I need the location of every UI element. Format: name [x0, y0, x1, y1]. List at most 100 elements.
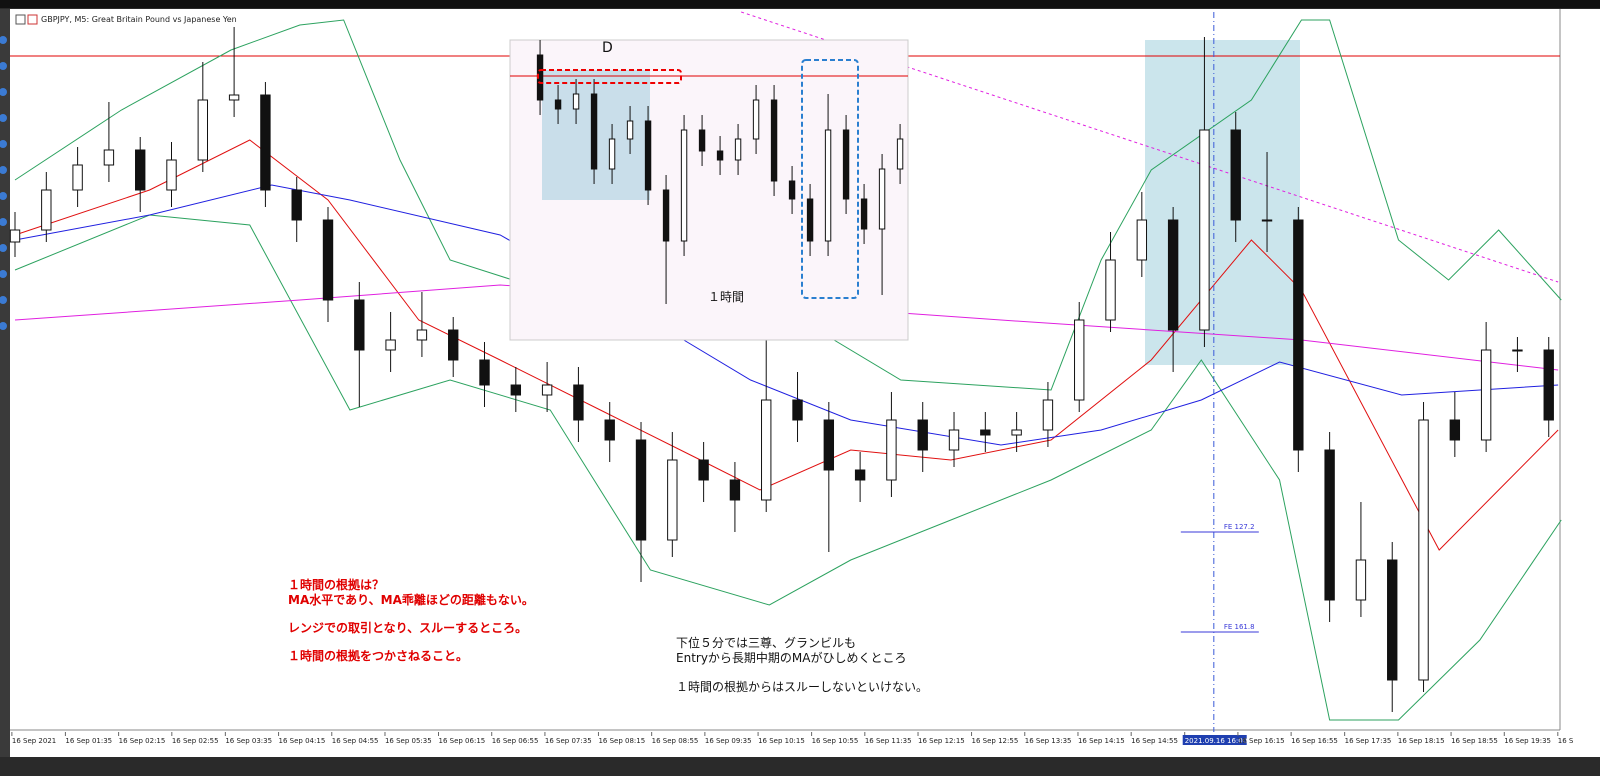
x-tick-label: 16 Sep 2021 [12, 737, 56, 745]
candle-body [1512, 349, 1523, 352]
candle-body [72, 164, 83, 191]
candle-body [823, 419, 835, 471]
x-tick-label: 16 Sep 08:15 [598, 737, 645, 745]
candle-body [197, 99, 209, 161]
note: MA水平であり、MA乖離ほどの距離もない。 [288, 592, 534, 607]
candle-body [729, 479, 741, 501]
candle-body [698, 459, 709, 481]
x-tick-label: 16 Sep 12:15 [918, 737, 965, 745]
x-tick-label: 16 Sep 17:35 [1345, 737, 1392, 745]
note: １時間の根拠は？ [288, 577, 384, 592]
candle-body [448, 329, 459, 361]
inset-caption: １時間 [708, 290, 744, 304]
x-tick-label: 2021.09.16 16:00 [1185, 737, 1247, 745]
candle-body [260, 94, 271, 191]
candle-body [1011, 429, 1022, 436]
candle-body [1261, 219, 1273, 222]
candle-body [948, 429, 960, 451]
candle-body [1230, 129, 1241, 221]
x-tick-label: 16 Sep 14:15 [1078, 737, 1125, 745]
note: Entryから長期中期のMAがひしめくところ [676, 650, 907, 665]
candle-body [103, 149, 115, 166]
note: １時間の根拠からはスルーしないといけない。 [676, 680, 928, 694]
x-tick-label: 16 Sep 01:35 [65, 737, 112, 745]
candle-body [860, 198, 868, 230]
chart-icon [27, 14, 38, 25]
candle-body [41, 189, 52, 231]
candle-body [354, 299, 365, 351]
x-tick-label: 16 Sep 10:55 [812, 737, 859, 745]
x-tick-label: 16 Sep 02:15 [119, 737, 166, 745]
indicator-line [14, 19, 1562, 391]
candle-body [291, 189, 302, 221]
x-tick-label: 16 Sep 04:55 [332, 737, 379, 745]
black-notes: 下位５分では三尊、グランビルも Entryから長期中期のMAがひしめくところ １… [676, 635, 928, 694]
candle-body [416, 329, 428, 341]
candle-body [554, 99, 562, 110]
candle-body [635, 439, 647, 541]
x-tick-label: 16 Sep 11:35 [865, 737, 912, 745]
x-tick-label: 16 Sep 19:35 [1504, 737, 1551, 745]
candle-body [135, 149, 146, 191]
candle-body [322, 219, 334, 301]
note: 下位５分では三尊、グランビルも [676, 635, 856, 650]
candle-body [806, 198, 814, 242]
candle-body [842, 129, 850, 200]
x-tick-label: 16 Sep 08:55 [652, 737, 699, 745]
x-tick-label: 16 Sep 06:55 [492, 737, 539, 745]
candle-body [608, 138, 616, 170]
candle-body [573, 384, 584, 421]
candle-body [734, 138, 742, 161]
note: １時間の根拠をつかさねること。 [288, 648, 468, 663]
plot: FE 127.2 FE 161.8 16 Sep 2021 16 Sep 01:35 1… [9, 11, 1574, 745]
candle-body [590, 93, 598, 170]
candle-body [510, 384, 522, 396]
x-tick-label: 16 Sep 02:55 [172, 737, 219, 745]
fe-label: FE 127.2 [1224, 523, 1255, 531]
candle-body [824, 129, 832, 242]
candle-body [1293, 219, 1304, 451]
candle-body [1387, 559, 1398, 681]
x-tick-label: 16 Sep 16:15 [1238, 737, 1285, 745]
x-tick-label: 16 Sep 03:35 [225, 737, 272, 745]
candle-body [228, 94, 240, 101]
candle-body [1449, 419, 1461, 441]
candle-body [761, 399, 772, 501]
candle-body [896, 138, 904, 170]
status-bar [0, 757, 1600, 776]
indicator-line [14, 214, 1562, 721]
candle-body [680, 129, 688, 242]
x-tick-label: 16 Sep 18:15 [1398, 737, 1445, 745]
candle-body [541, 384, 553, 396]
fe-label: FE 161.8 [1224, 623, 1255, 631]
candle-body [1324, 449, 1335, 601]
candle-body [1042, 399, 1054, 431]
chart-icon [15, 14, 26, 25]
candle-body [752, 99, 760, 140]
candle-body [788, 180, 796, 200]
candle-body [662, 189, 670, 242]
x-tick-label: 16 Sep 16:55 [1291, 737, 1338, 745]
x-tick-label: 16 S [1558, 737, 1574, 745]
note: レンジでの取引となり、スルーするところ。 [288, 621, 527, 635]
inset-signal-box [801, 59, 859, 299]
x-tick-label: 16 Sep 09:35 [705, 737, 752, 745]
candle-body [1480, 349, 1492, 441]
candle-body [1355, 559, 1367, 601]
candle-body [604, 419, 615, 441]
x-tick-label: 16 Sep 14:55 [1131, 737, 1178, 745]
candle-body [626, 120, 634, 140]
candle-body [1074, 319, 1085, 401]
candle-body [1136, 219, 1148, 261]
candle-body [1418, 419, 1429, 681]
inset-label: D [602, 40, 613, 56]
candle-body [878, 168, 886, 230]
red-notes: １時間の根拠は？ MA水平であり、MA乖離ほどの距離もない。 レンジでの取引とな… [288, 577, 534, 663]
candle-body [698, 129, 706, 152]
candle-body [166, 159, 177, 191]
candle-body [572, 93, 580, 110]
toolbar-icons [0, 36, 7, 330]
inset-chart: D １時間 [509, 39, 909, 341]
